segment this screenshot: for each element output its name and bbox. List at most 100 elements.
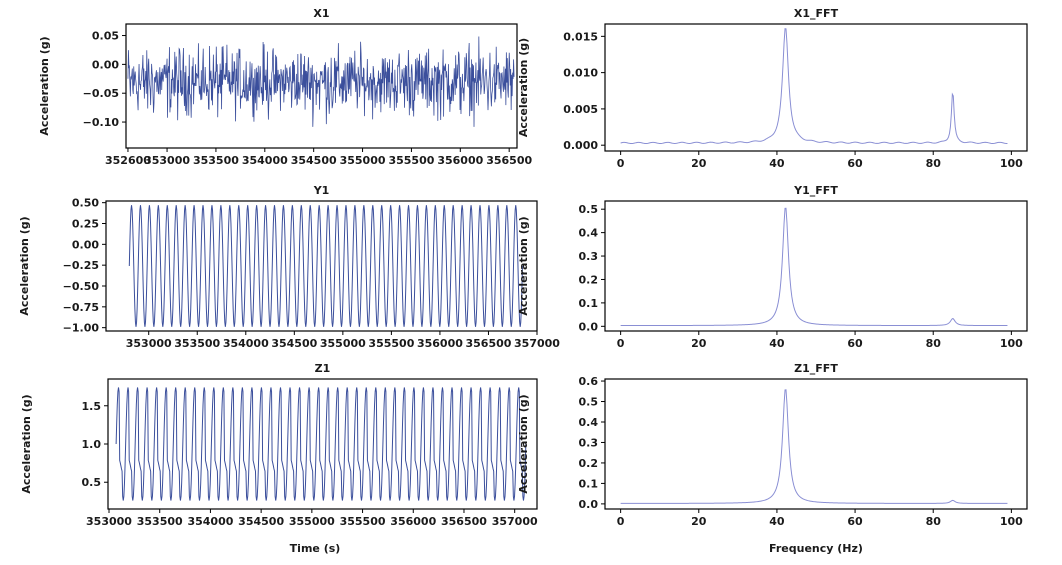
- y1_fft-ytick-label: 0.1: [579, 297, 599, 310]
- y1-title: Y1: [313, 184, 330, 197]
- z1-title: Z1: [315, 362, 331, 375]
- z1_fft-xtick-label: 80: [926, 515, 942, 528]
- y1-ytick-label: −1.00: [63, 322, 100, 335]
- x1_fft-xtick-label: 20: [691, 157, 707, 170]
- z1_fft-ytick-label: 0.1: [579, 477, 599, 490]
- y1_fft-ytick-label: 0.0: [579, 320, 599, 333]
- x1_fft-xtick-label: 100: [1000, 157, 1023, 170]
- x1_fft-xtick-label: 0: [617, 157, 625, 170]
- y1_fft-xtick-label: 20: [691, 337, 707, 350]
- x1-ytick-label: 0.05: [92, 30, 119, 43]
- z1_fft-ylabel: Acceleration (g): [517, 394, 530, 493]
- y1-ytick-label: 0.25: [72, 218, 99, 231]
- x1_fft-series-line: [620, 28, 1008, 145]
- x1-plot-frame: [125, 23, 518, 149]
- y1-ytick-label: −0.50: [63, 280, 100, 293]
- z1_fft-ytick-label: 0.6: [579, 375, 599, 388]
- z1-ylabel: Acceleration (g): [20, 394, 33, 493]
- z1-xtick-label: 353000: [86, 515, 132, 528]
- y1_fft-ytick-label: 0.5: [579, 203, 599, 216]
- x1-xtick-label: 353000: [144, 154, 190, 167]
- z1_fft-xtick-label: 60: [847, 515, 863, 528]
- z1_fft-xtick-label: 100: [1000, 515, 1023, 528]
- x1_fft-title: X1_FFT: [794, 7, 839, 20]
- z1_fft-ytick-label: 0.5: [579, 396, 599, 409]
- z1_fft-ytick-label: 0.0: [579, 498, 599, 511]
- x1_fft-xtick-label: 60: [847, 157, 863, 170]
- y1-ytick-label: 0.50: [72, 197, 99, 210]
- x1-ytick-label: −0.05: [83, 87, 119, 100]
- z1_fft-title: Z1_FFT: [794, 362, 838, 375]
- z1_fft-plot-frame: [604, 378, 1028, 510]
- x1_fft-ytick-label: 0.010: [563, 67, 598, 80]
- panel-x1-fft: X1_FFT Acceleration (g) 0 20 40 60 80 100 0.000 0…: [517, 7, 1028, 170]
- x1-xtick-label: 354500: [291, 154, 337, 167]
- panel-y1: Y1 Acceleration (g) 353000 353500 354000 3545…: [18, 184, 560, 350]
- x1-series-line: [127, 36, 515, 127]
- x1-xtick-label: 355500: [388, 154, 434, 167]
- z1-xtick-label: 354500: [238, 515, 284, 528]
- y1_fft-title: Y1_FFT: [793, 184, 838, 197]
- y1-ytick-label: −0.75: [63, 301, 99, 314]
- x1-xtick-label: 356000: [437, 154, 483, 167]
- y1_fft-ytick-label: 0.4: [579, 227, 599, 240]
- z1_fft-xtick-label: 20: [691, 515, 707, 528]
- y1-ytick-label: −0.25: [63, 259, 99, 272]
- x1_fft-ylabel: Acceleration (g): [517, 38, 530, 137]
- x1_fft-ytick-label: 0.000: [563, 139, 598, 152]
- z1-ytick-label: 1.0: [82, 438, 102, 451]
- y1-xtick-label: 353500: [174, 337, 220, 350]
- z1-ytick-label: 1.5: [82, 400, 102, 413]
- x1_fft-xtick-label: 80: [926, 157, 942, 170]
- x1-ytick-label: 0.00: [92, 58, 119, 71]
- z1_fft-ytick-label: 0.3: [579, 436, 599, 449]
- y1_fft-xtick-label: 100: [1000, 337, 1023, 350]
- x1-ytick-label: −0.10: [83, 116, 120, 129]
- y1-ylabel: Acceleration (g): [18, 216, 31, 315]
- x1-xtick-label: 352600: [105, 154, 151, 167]
- z1_fft-xtick-label: 0: [617, 515, 625, 528]
- z1_fft-series-line: [620, 389, 1008, 504]
- z1-xtick-label: 353500: [137, 515, 183, 528]
- z1-xtick-label: 355500: [340, 515, 386, 528]
- x1-xtick-label: 355000: [340, 154, 386, 167]
- y1-xtick-label: 353000: [126, 337, 172, 350]
- x1-xtick-label: 356500: [486, 154, 532, 167]
- z1_fft-xtick-label: 40: [769, 515, 785, 528]
- y1_fft-series-line: [620, 207, 1008, 327]
- y1-xtick-label: 354000: [223, 337, 269, 350]
- y1_fft-ylabel: Acceleration (g): [517, 216, 530, 315]
- y1-xtick-label: 357000: [514, 337, 560, 350]
- z1-ytick-label: 0.5: [82, 476, 102, 489]
- y1_fft-ytick-label: 0.2: [579, 273, 599, 286]
- panel-y1-fft: Y1_FFT Acceleration (g) 0 20 40 60 80 100 0.0 0.1…: [517, 184, 1028, 350]
- y1-xtick-label: 354500: [271, 337, 317, 350]
- z1-xtick-label: 355000: [289, 515, 335, 528]
- y1-xtick-label: 355000: [320, 337, 366, 350]
- x1_fft-ytick-label: 0.015: [563, 30, 598, 43]
- frequency-axis-label: Frequency (Hz): [769, 542, 863, 555]
- z1-xtick-label: 357000: [492, 515, 538, 528]
- y1_fft-plot-frame: [604, 200, 1028, 332]
- y1_fft-xtick-label: 0: [617, 337, 625, 350]
- z1-xtick-label: 354000: [187, 515, 233, 528]
- y1-xtick-label: 356000: [417, 337, 463, 350]
- x1_fft-xtick-label: 40: [769, 157, 785, 170]
- panel-z1-fft: Z1_FFT Acceleration (g) 0 20 40 60 80 100 0.0 0.1…: [517, 362, 1028, 528]
- y1_fft-xtick-label: 40: [769, 337, 785, 350]
- z1-series-line: [115, 387, 527, 501]
- x1-title: X1: [313, 7, 329, 20]
- y1-plot-frame: [105, 200, 538, 332]
- y1-xtick-label: 355500: [368, 337, 414, 350]
- x1-xtick-label: 353500: [193, 154, 239, 167]
- y1-series-line: [128, 205, 523, 327]
- z1_fft-ytick-label: 0.4: [579, 416, 599, 429]
- y1_fft-ytick-label: 0.3: [579, 250, 599, 263]
- y1-xtick-label: 356500: [465, 337, 511, 350]
- y1_fft-xtick-label: 60: [847, 337, 863, 350]
- x1-ylabel: Acceleration (g): [38, 36, 51, 135]
- x1-xtick-label: 354000: [242, 154, 288, 167]
- z1-xtick-label: 356000: [390, 515, 436, 528]
